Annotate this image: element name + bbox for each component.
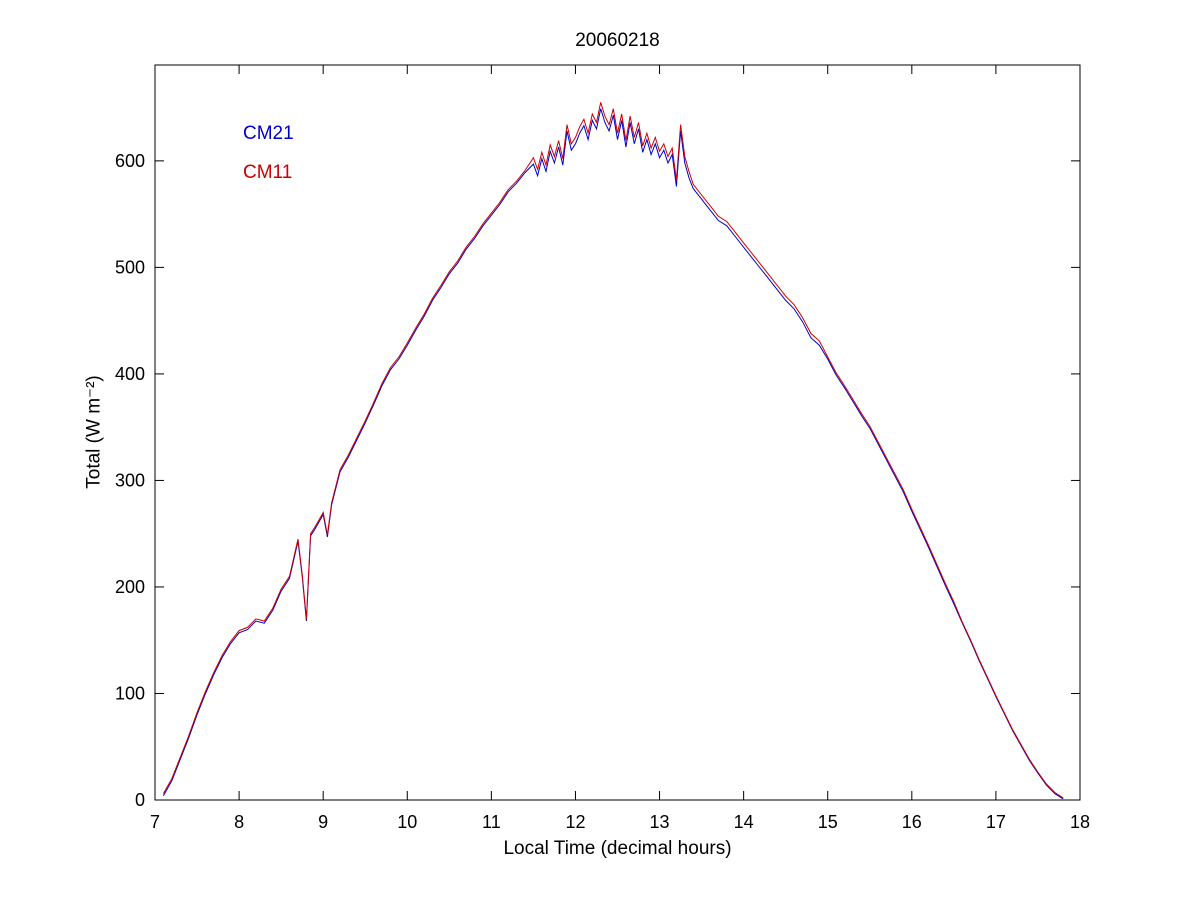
y-tick-label: 300 (115, 470, 145, 490)
legend: CM21 CM11 (243, 124, 294, 202)
x-tick-label: 7 (150, 812, 160, 832)
x-tick-label: 13 (650, 812, 670, 832)
chart-title: 20060218 (575, 30, 660, 51)
x-tick-label: 18 (1070, 812, 1090, 832)
legend-item-cm11: CM11 (243, 162, 293, 183)
x-axis-label: Local Time (decimal hours) (503, 838, 732, 859)
x-tick-label: 11 (482, 812, 501, 832)
axes-frame (154, 64, 1081, 801)
x-tick-label: 8 (234, 812, 244, 832)
series-line-cm11 (162, 102, 1064, 799)
x-tick-label: 17 (986, 812, 1006, 832)
x-tick-label: 16 (902, 812, 922, 832)
legend-item-cm21: CM21 (243, 123, 294, 144)
x-tick-label: 14 (734, 812, 754, 832)
y-tick-label: 0 (135, 790, 145, 810)
y-tick-label: 200 (115, 577, 145, 597)
x-tick-label: 12 (565, 812, 585, 832)
y-axis-label: Total (W m⁻²) (83, 375, 105, 489)
series-line-cm21 (162, 108, 1064, 800)
y-tick-label: 600 (115, 151, 145, 171)
x-tick-label: 9 (318, 812, 328, 832)
y-tick-label: 500 (115, 257, 145, 277)
y-tick-label: 400 (115, 364, 145, 384)
y-tick-label: 100 (115, 683, 145, 703)
x-tick-label: 10 (397, 812, 417, 832)
x-tick-label: 15 (818, 812, 838, 832)
